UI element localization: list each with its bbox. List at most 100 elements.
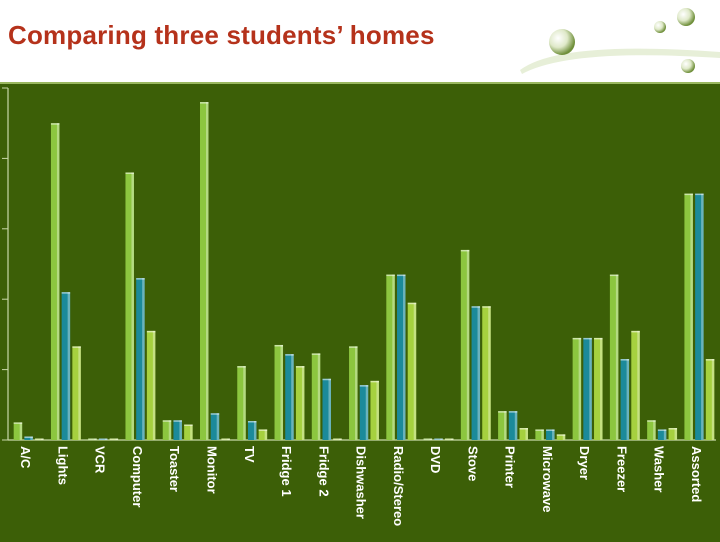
bar-highlight: [355, 346, 358, 440]
bar-top: [668, 428, 678, 430]
bar-highlight: [216, 413, 220, 440]
bar: [109, 438, 119, 440]
x-tick-label: Computer: [130, 446, 145, 507]
bar: [705, 359, 715, 440]
bar-highlight: [291, 354, 294, 440]
bar-highlight: [552, 429, 555, 440]
bar-highlight: [403, 274, 406, 440]
bar-body: [285, 354, 294, 440]
bar-top: [359, 385, 369, 387]
bar-top: [620, 359, 630, 361]
bar: [184, 424, 193, 440]
bar-top: [109, 438, 119, 440]
bar: [444, 438, 454, 440]
bar: [556, 434, 566, 440]
bar-top: [695, 193, 704, 196]
bar-body: [370, 380, 379, 440]
bar-highlight: [78, 346, 81, 440]
bar-body: [594, 337, 603, 440]
bar-highlight: [131, 172, 134, 440]
bar-highlight: [600, 337, 603, 440]
bar-top: [98, 438, 108, 440]
drop-small-icon: [654, 21, 666, 33]
bar-top: [572, 337, 582, 340]
bar-body: [695, 193, 704, 440]
bar-top: [535, 429, 544, 431]
bar-body: [61, 292, 71, 440]
x-tick-label: Freezer: [614, 446, 629, 492]
x-tick-label: Lights: [55, 446, 70, 485]
bar-highlight: [589, 337, 592, 440]
bar-top: [258, 429, 268, 431]
x-tick-label: TV: [242, 446, 257, 463]
bar-body: [657, 429, 667, 440]
bar-top: [199, 102, 209, 104]
bar-top: [50, 123, 60, 125]
bar-top: [471, 306, 481, 308]
bar-highlight: [653, 420, 656, 440]
bar: [88, 438, 97, 440]
x-tick-label: Washer: [652, 446, 667, 492]
bar-top: [322, 378, 331, 381]
slide-title: Comparing three students’ homes: [8, 20, 435, 50]
bar-body: [237, 366, 246, 440]
bar: [572, 337, 582, 440]
bar-body: [668, 428, 678, 440]
x-tick-label: Dishwasher: [354, 446, 369, 519]
bar-highlight: [179, 420, 182, 440]
x-tick-label: Microwave: [540, 446, 555, 512]
bar: [136, 278, 145, 440]
bar-top: [295, 366, 305, 368]
bar-highlight: [504, 411, 507, 440]
bar: [61, 292, 71, 440]
bar-highlight: [626, 359, 630, 440]
bar-top: [184, 424, 193, 427]
bar-top: [237, 366, 246, 368]
bar: [125, 172, 134, 440]
bar-body: [519, 428, 529, 440]
bar: [423, 438, 433, 440]
bar-body: [482, 306, 491, 440]
bar-highlight: [253, 420, 257, 440]
x-tick-label: Fridge 1: [279, 446, 294, 497]
drop-medium-icon: [677, 8, 695, 26]
bar-highlight: [376, 380, 379, 440]
bar-highlight: [413, 302, 417, 440]
bar-top: [274, 344, 284, 347]
bar-body: [556, 434, 566, 440]
bar-top: [631, 330, 640, 333]
bar-highlight: [488, 306, 491, 440]
bar-top: [397, 274, 406, 277]
bar-top: [423, 438, 433, 440]
bar-top: [210, 413, 220, 415]
bar-highlight: [56, 123, 60, 440]
bar: [13, 422, 23, 440]
bar-body: [620, 359, 630, 440]
bar-top: [434, 438, 443, 440]
bar-body: [349, 346, 358, 440]
bar: [311, 353, 321, 440]
bar-body: [162, 420, 172, 440]
bar-highlight: [142, 278, 145, 440]
bar-body: [684, 193, 693, 440]
bar-top: [460, 249, 470, 252]
bar-top: [349, 346, 358, 348]
bar-body: [471, 306, 481, 440]
bar-body: [136, 278, 145, 440]
bar-body: [583, 337, 592, 440]
bar: [460, 249, 470, 440]
bar-top: [647, 420, 656, 422]
bar-highlight: [264, 429, 268, 440]
x-tick-label: Toaster: [167, 446, 182, 492]
bar: [333, 438, 342, 440]
bar-highlight: [477, 306, 481, 440]
bar-highlight: [690, 193, 693, 440]
bar-body: [460, 249, 470, 440]
bar-top: [173, 420, 182, 422]
x-tick-label: Radio/Stereo: [391, 446, 406, 526]
bar-highlight: [525, 428, 529, 440]
bar-body: [546, 429, 555, 440]
bar-top: [88, 438, 97, 440]
bar: [50, 123, 60, 440]
bar-top: [407, 302, 417, 305]
